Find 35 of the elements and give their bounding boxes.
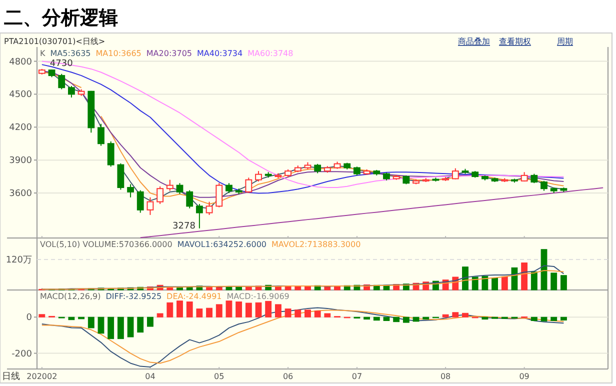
legend-title: MACD(12,26,9) (40, 292, 101, 301)
annotation: 3278 (172, 221, 196, 232)
text: DEA:-24.4991 (166, 292, 222, 301)
text: MAVOL2:713883.3000 (272, 240, 361, 249)
x-tick-label: 08 (440, 372, 451, 381)
x-tick-label: 04 (145, 372, 156, 381)
y-tick-label: -200 (12, 349, 32, 360)
legend-title: K (40, 49, 46, 58)
x-axis-title: 日线 (2, 371, 20, 382)
text: MA10:3665 (96, 49, 142, 58)
series-label: MA5:3635 (50, 49, 91, 58)
text: 商品叠加 (458, 37, 490, 46)
x-tick-label: 05 (214, 372, 224, 381)
chart-subtitle: PTA2101(030701)<日线> (4, 37, 106, 46)
y-tick-label: 4800 (9, 57, 32, 68)
legend-title: VOL(5,10) VOLUME:570366.0000 (40, 240, 172, 249)
series-label: MACD:-16.9069 (226, 292, 290, 301)
x-tick-label: 07 (352, 372, 362, 381)
y-tick-label: 0 (26, 313, 32, 324)
y-tick-label: 4200 (9, 123, 32, 134)
x-tick-label: 202002 (26, 372, 58, 381)
x-tick-label: 09 (519, 372, 530, 381)
text: MA40:3734 (197, 49, 243, 58)
text: 查看期权 (499, 37, 531, 46)
chart-title: 二、分析逻辑 (4, 7, 118, 29)
y-tick-label: 4500 (9, 90, 32, 100)
x-tick-label: 06 (282, 372, 294, 381)
text: MA60:3748 (248, 49, 294, 58)
text: 周期 (557, 37, 573, 46)
ref-line-label: 120万 (6, 256, 32, 266)
y-tick-label: 3900 (9, 156, 32, 166)
y-tick-label: 3600 (9, 188, 32, 199)
text: MAVOL1:634252.6000 (177, 240, 267, 249)
text: DIFF:-32.9525 (106, 292, 162, 301)
text: MA20:3705 (146, 49, 192, 58)
